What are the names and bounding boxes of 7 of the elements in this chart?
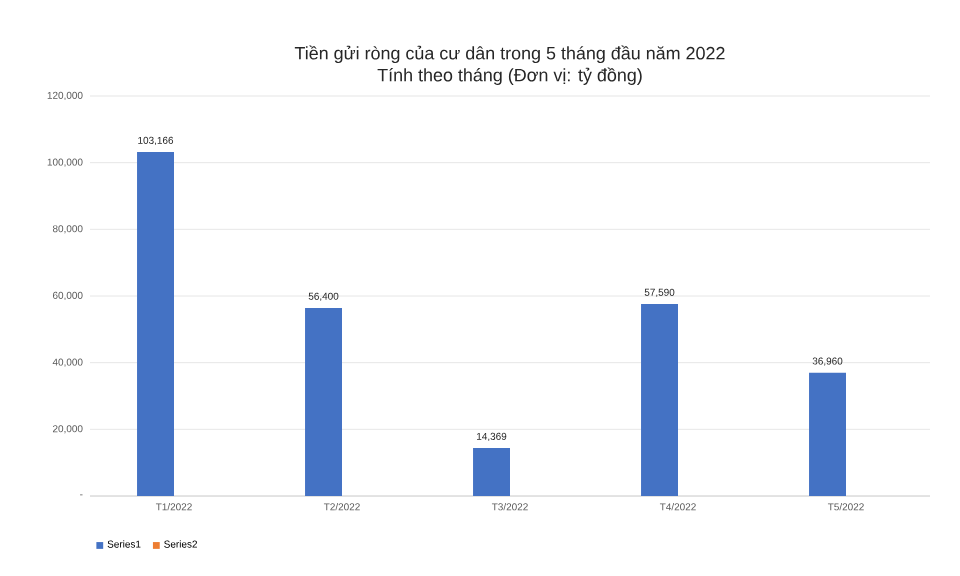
bar [809, 372, 846, 496]
bar [641, 304, 678, 496]
bar [473, 448, 510, 496]
chart-title: Tiền gửi ròng của cư dân trong 5 tháng đầu năm 2022 [294, 45, 725, 64]
bar [305, 308, 342, 496]
bar [137, 152, 174, 496]
chart-subtitle: Tính theo tháng (Đơn vị: tỷ đồng) [377, 67, 642, 85]
